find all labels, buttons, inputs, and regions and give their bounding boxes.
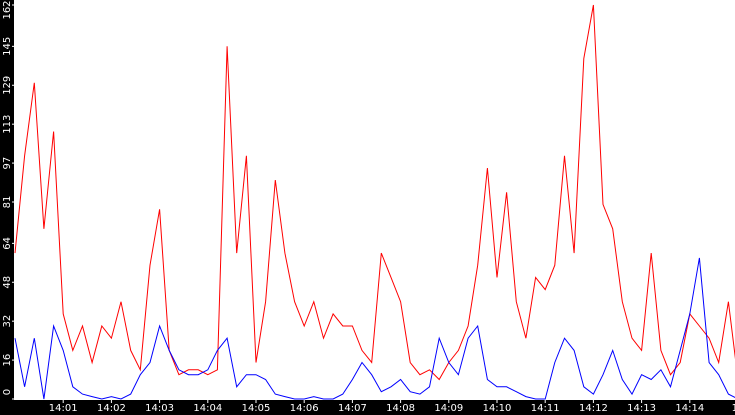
- x-tick-label: 14:03: [145, 403, 174, 414]
- x-tick-label: 14:09: [434, 403, 463, 414]
- y-tick-label: 81: [2, 196, 13, 209]
- x-tick-label: 14:02: [97, 403, 126, 414]
- x-tick-label: 14:07: [338, 403, 367, 414]
- y-tick-label: 113: [2, 115, 13, 134]
- x-axis-strip: [0, 400, 735, 415]
- y-tick-label: 32: [2, 315, 13, 328]
- x-tick-label: 14:08: [386, 403, 415, 414]
- y-tick-label: 16: [2, 354, 13, 367]
- x-tick-label: 14:12: [579, 403, 608, 414]
- x-tick-label: 14:14: [675, 403, 704, 414]
- y-tick-label: 0: [2, 389, 13, 395]
- series-line: [14, 4, 735, 381]
- y-tick-label: 129: [2, 76, 13, 95]
- y-axis-strip: [0, 0, 14, 415]
- y-tick-label: 64: [2, 237, 13, 250]
- y-tick-label: 145: [2, 37, 13, 56]
- y-tick-label: 97: [2, 157, 13, 170]
- x-tick-label: 14: [732, 403, 735, 414]
- y-tick-label: 48: [2, 276, 13, 289]
- x-tick-label: 14:13: [627, 403, 656, 414]
- x-tick-label: 14:06: [290, 403, 319, 414]
- y-tick-label: 162: [2, 0, 13, 19]
- x-tick-label: 14:04: [193, 403, 222, 414]
- x-tick-label: 14:11: [531, 403, 560, 414]
- x-tick-label: 14:05: [242, 403, 271, 414]
- series-line: [14, 257, 735, 400]
- x-tick-label: 14:01: [49, 403, 78, 414]
- x-tick-label: 14:10: [483, 403, 512, 414]
